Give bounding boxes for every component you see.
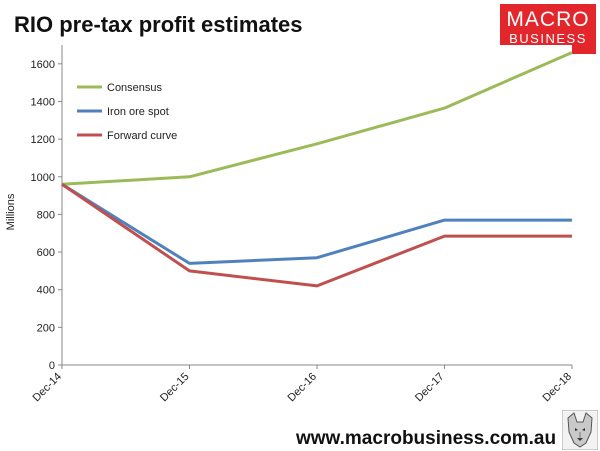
- y-tick-label: 1400: [31, 96, 55, 108]
- y-ticks: 0 200 400 600 800 1000 1200 1400 1600: [31, 59, 62, 372]
- x-tick-label: Dec-15: [158, 371, 192, 405]
- legend-label: Forward curve: [107, 130, 177, 142]
- x-ticks: Dec-14 Dec-15 Dec-16 Dec-17 Dec-18: [31, 365, 575, 405]
- series-lines: [61, 51, 573, 288]
- y-tick-label: 1000: [31, 172, 55, 184]
- y-tick-label: 200: [37, 322, 55, 334]
- y-axis-label: Millions: [5, 193, 17, 230]
- plot-area: [62, 45, 572, 365]
- legend-label: Iron ore spot: [107, 106, 169, 118]
- y-tick-label: 600: [37, 247, 55, 259]
- x-tick-label: Dec-18: [541, 371, 575, 405]
- legend: Consensus Iron ore spot Forward curve: [77, 82, 177, 142]
- y-tick-label: 0: [49, 360, 55, 372]
- y-tick-label: 800: [37, 209, 55, 221]
- legend-label: Consensus: [107, 82, 163, 94]
- y-tick-label: 1200: [31, 134, 55, 146]
- footer-url: www.macrobusiness.com.au: [296, 428, 557, 449]
- x-tick-label: Dec-14: [31, 371, 65, 405]
- series-line-2: [61, 183, 572, 288]
- y-tick-label: 1600: [31, 59, 55, 71]
- y-tick-label: 400: [37, 285, 55, 297]
- x-tick-label: Dec-17: [413, 371, 447, 405]
- logo-line-macro: MACRO: [506, 8, 590, 31]
- series-line-0: [61, 51, 573, 186]
- page-title: RIO pre-tax profit estimates: [14, 12, 303, 37]
- logo-line-business: BUSINESS: [509, 31, 587, 46]
- series-line-1: [61, 183, 572, 265]
- wolf-head-icon: [562, 410, 598, 450]
- x-tick-label: Dec-16: [286, 371, 320, 405]
